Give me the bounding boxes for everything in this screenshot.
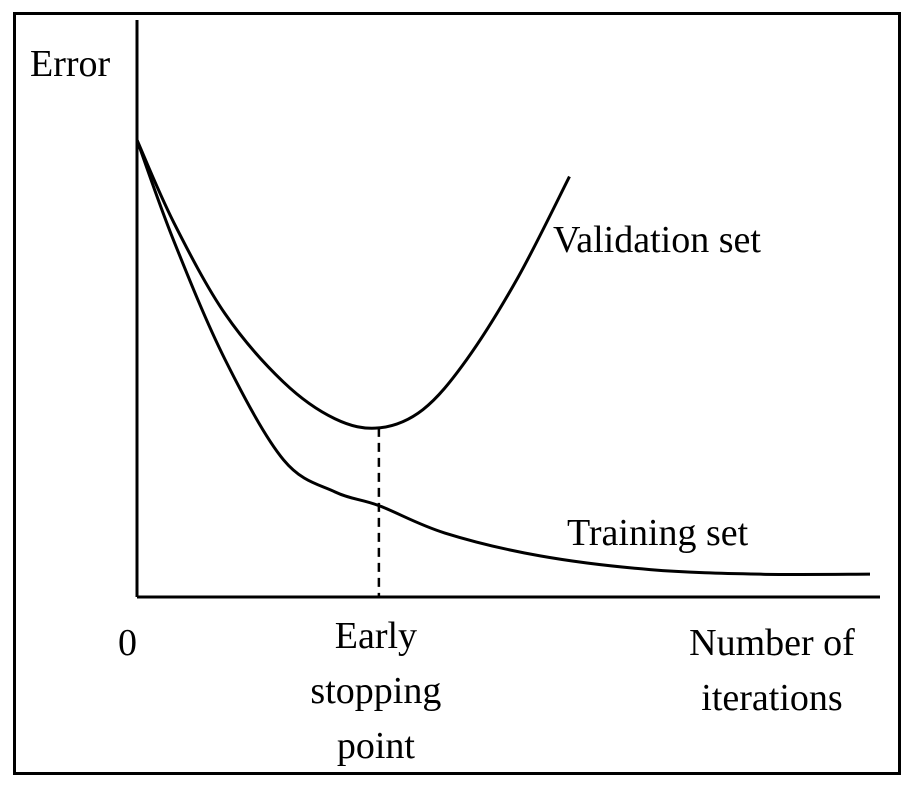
early-stopping-label-line-1: Early bbox=[335, 615, 417, 657]
chart-frame bbox=[13, 12, 901, 775]
series-label-validation-set: Validation set bbox=[553, 219, 761, 261]
early-stopping-label-line-2: stopping bbox=[310, 670, 441, 712]
axes bbox=[135, 20, 880, 599]
series-layer: Validation set Training set bbox=[135, 139, 871, 576]
annotation-layer: Early stopping point bbox=[310, 427, 441, 767]
x-origin-tick-label: 0 bbox=[118, 622, 137, 664]
y-axis-label: Error bbox=[30, 43, 111, 85]
series-line-validation-set bbox=[135, 139, 571, 430]
series-label-training-set: Training set bbox=[567, 512, 749, 554]
x-axis-label-line-2: iterations bbox=[701, 677, 842, 719]
x-axis-label-line-1: Number of bbox=[689, 622, 855, 664]
series-line-training-set bbox=[135, 139, 871, 576]
early-stopping-label-line-3: point bbox=[337, 725, 416, 767]
